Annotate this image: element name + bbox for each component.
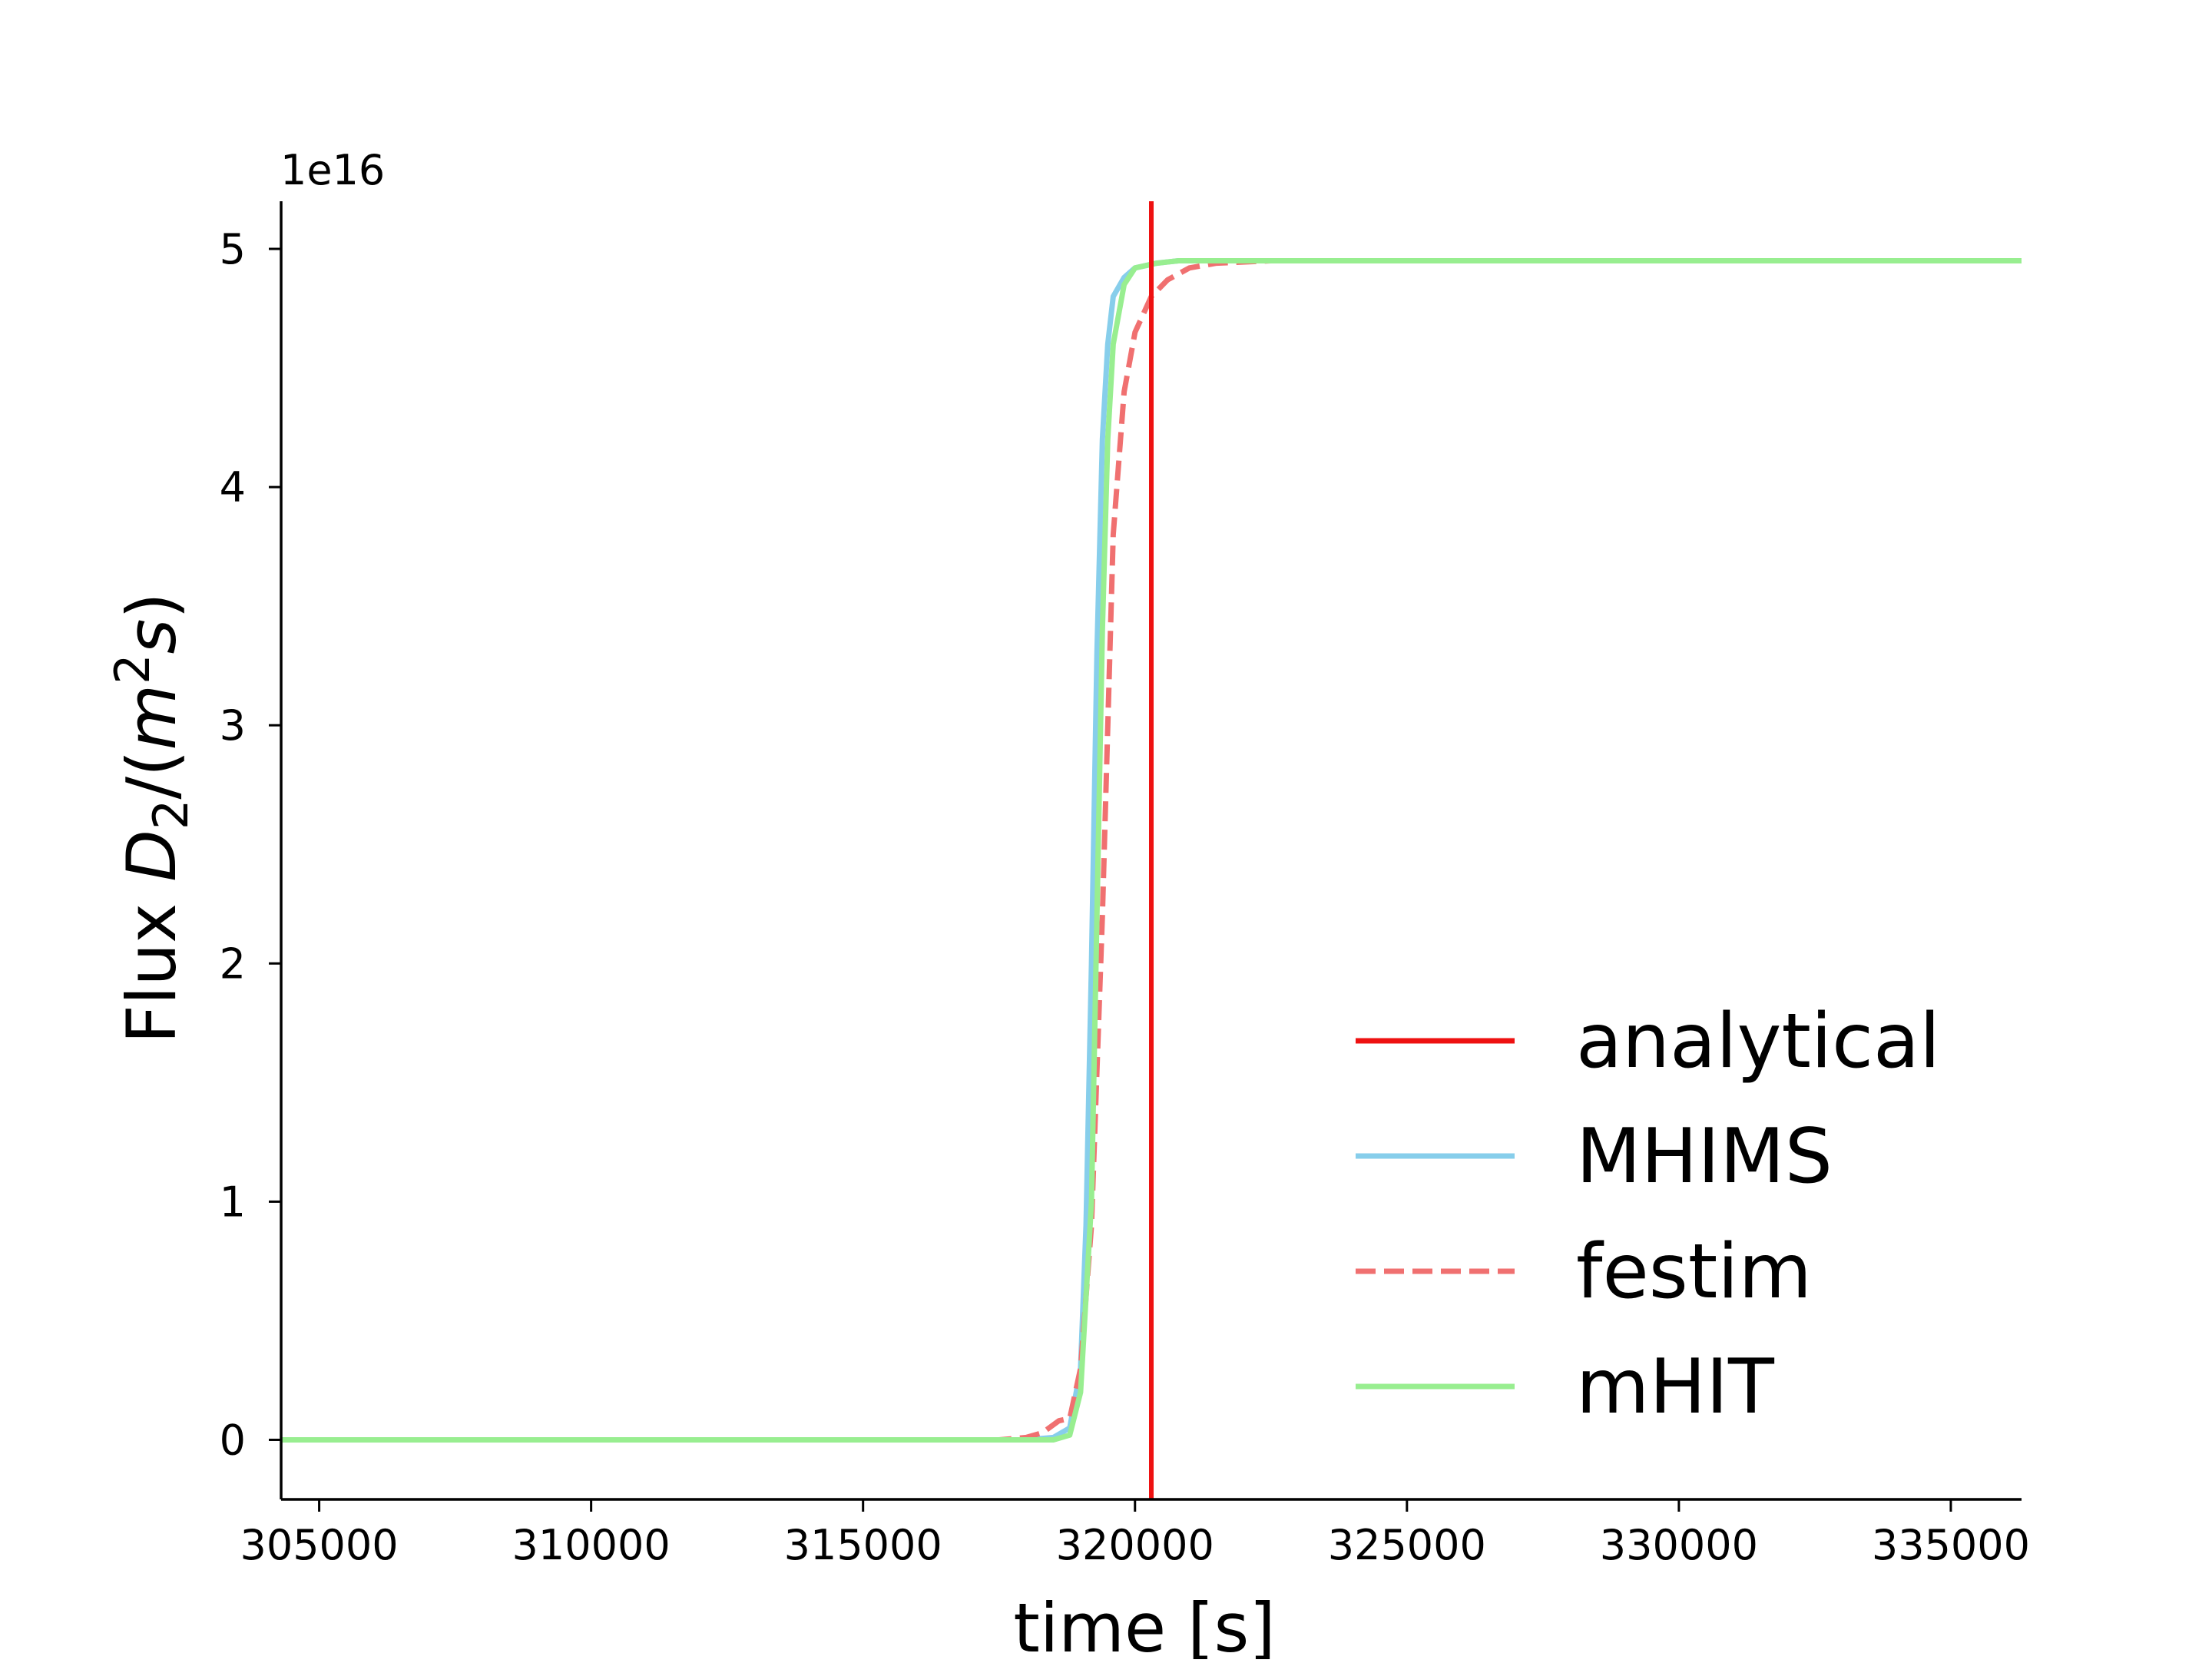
y-tick-label: 1 (220, 1178, 246, 1226)
y-ticks: 0 1 2 3 4 5 (220, 225, 281, 1464)
x-tick-label: 320000 (1056, 1521, 1214, 1569)
y-tick-label: 3 (220, 701, 246, 750)
legend-label-mhit: mHIT (1576, 1343, 1775, 1431)
plot-area (281, 201, 2022, 1499)
y-tick-label: 4 (220, 463, 246, 512)
y-offset-label: 1e16 (280, 146, 385, 194)
legend-label-analytical: analytical (1576, 998, 1940, 1085)
x-tick-label: 325000 (1328, 1521, 1486, 1569)
x-tick-label: 330000 (1600, 1521, 1758, 1569)
legend-label-mhims: MHIMS (1576, 1113, 1833, 1201)
x-tick-label: 315000 (784, 1521, 942, 1569)
series-line-festim (281, 258, 2022, 1443)
y-tick-label: 5 (220, 225, 246, 273)
y-tick-label: 0 (220, 1416, 246, 1464)
x-axis-title: time [s] (1013, 1588, 1275, 1659)
legend-label-festim: festim (1576, 1228, 1812, 1316)
y-axis-title: Flux D2/(m2s) (104, 592, 199, 1043)
x-tick-label: 310000 (512, 1521, 671, 1569)
y-tick-label: 2 (220, 939, 246, 988)
x-ticks: 305000 310000 315000 320000 325000 330000 3350… (240, 1499, 2030, 1569)
x-tick-label: 335000 (1872, 1521, 2030, 1569)
series-line-mhit (281, 258, 2022, 1443)
legend: analytical MHIMS festim mHIT (1356, 998, 1940, 1431)
axes (280, 201, 2022, 1501)
x-tick-label: 305000 (240, 1521, 398, 1569)
